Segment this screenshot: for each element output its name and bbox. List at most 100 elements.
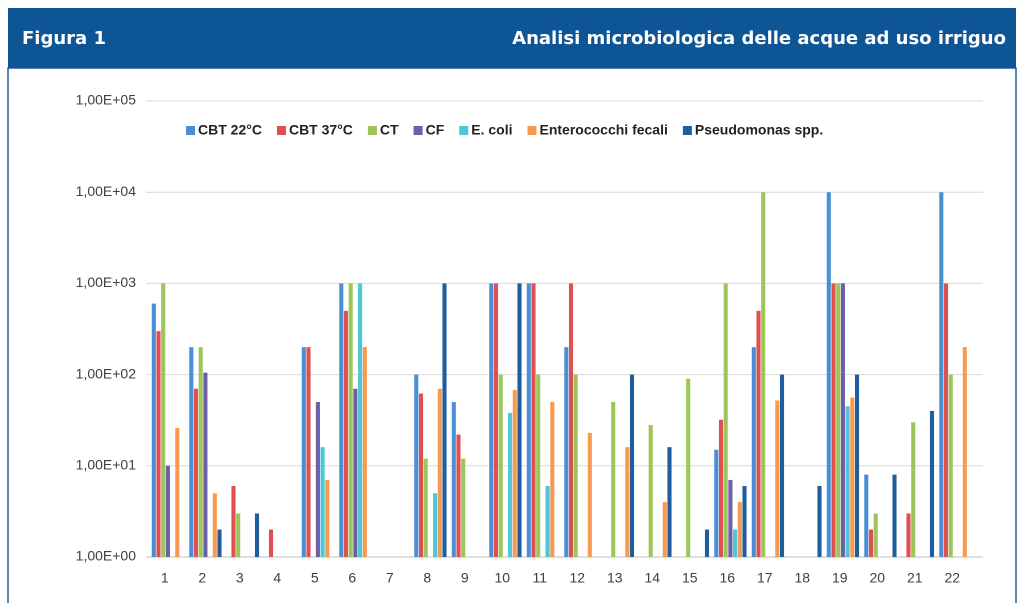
bar — [545, 486, 550, 557]
x-tick-label: 7 — [386, 570, 394, 586]
bar — [418, 393, 424, 557]
x-tick-label: 3 — [236, 570, 244, 586]
bar — [648, 425, 653, 557]
x-tick-label: 5 — [311, 570, 319, 586]
bar — [493, 283, 499, 557]
bar — [836, 283, 841, 557]
x-tick-label: 16 — [719, 570, 735, 586]
legend-label: CBT 37°C — [289, 122, 353, 138]
bar — [353, 388, 358, 557]
x-tick-label: 19 — [832, 570, 848, 586]
bar — [231, 486, 236, 557]
bar — [268, 529, 274, 557]
bar — [451, 402, 456, 557]
bar — [850, 397, 855, 557]
bar — [461, 458, 466, 557]
legend-swatch — [527, 126, 537, 135]
legend-label: E. coli — [471, 122, 512, 138]
bar — [456, 434, 461, 557]
bar — [536, 374, 541, 557]
bar — [165, 465, 170, 557]
bar — [189, 347, 194, 557]
bar — [929, 410, 935, 557]
bar — [198, 347, 203, 557]
legend-swatch — [186, 126, 195, 135]
x-tick-label: 10 — [494, 570, 510, 586]
bar — [573, 374, 578, 557]
bar — [512, 389, 517, 557]
bar — [531, 283, 536, 557]
bar — [212, 493, 217, 557]
bar — [939, 192, 944, 557]
legend-swatch — [413, 126, 423, 135]
bar — [508, 412, 513, 557]
bar — [742, 486, 747, 557]
bar — [751, 347, 756, 557]
bar — [845, 406, 850, 557]
bar — [723, 283, 728, 557]
bar — [840, 283, 845, 557]
x-tick-label: 20 — [869, 570, 885, 586]
x-tick-label: 1 — [161, 570, 169, 586]
bar — [662, 502, 667, 557]
bar — [911, 422, 916, 557]
bar — [733, 529, 738, 557]
bar — [568, 283, 574, 557]
legend-swatch — [276, 126, 286, 135]
bar — [667, 447, 672, 557]
bar — [962, 347, 967, 557]
bar — [873, 513, 878, 557]
y-tick-label: 1,00E+03 — [76, 274, 137, 290]
bar — [433, 493, 438, 557]
figure-title: Analisi microbiologica delle acque ad us… — [512, 28, 1006, 49]
bar — [779, 374, 785, 557]
bar — [629, 374, 635, 557]
y-tick-label: 1,00E+01 — [76, 457, 137, 473]
bar — [761, 192, 766, 557]
bar — [217, 529, 222, 557]
bar — [414, 374, 419, 557]
bar — [737, 502, 742, 557]
y-tick-label: 1,00E+04 — [76, 183, 137, 199]
bar — [489, 283, 494, 557]
bar — [348, 283, 353, 557]
bar — [315, 402, 320, 557]
bar — [728, 479, 733, 557]
bar — [343, 310, 349, 557]
bar — [358, 283, 363, 557]
bar — [151, 303, 156, 557]
bar — [156, 331, 161, 557]
legend-label: Enterococchi fecali — [539, 122, 667, 138]
bar — [498, 374, 503, 557]
legend-swatch — [459, 126, 469, 135]
legend-label: CBT 22°C — [198, 122, 262, 138]
bar — [193, 388, 199, 557]
figure-label: Figura 1 — [22, 28, 106, 49]
legend-label: CF — [426, 122, 445, 138]
x-tick-label: 12 — [569, 570, 585, 586]
bar — [306, 347, 311, 557]
x-tick-label: 18 — [794, 570, 810, 586]
header-bar — [8, 8, 1016, 68]
bar — [203, 372, 208, 557]
y-tick-label: 1,00E+02 — [76, 365, 137, 381]
bar — [423, 458, 428, 557]
bar — [550, 402, 555, 557]
y-tick-label: 1,00E+00 — [76, 548, 137, 564]
bar — [775, 400, 780, 557]
x-tick-label: 21 — [907, 570, 923, 586]
x-tick-label: 11 — [532, 570, 547, 586]
bar — [362, 347, 367, 557]
legend-label: Pseudomonas spp. — [695, 122, 823, 138]
bar — [339, 283, 344, 557]
bar — [325, 479, 330, 557]
bar — [254, 513, 260, 557]
x-tick-label: 8 — [423, 570, 431, 586]
bar — [892, 474, 897, 557]
x-tick-label: 4 — [273, 570, 281, 586]
bar — [611, 402, 616, 557]
bar — [948, 374, 953, 557]
bar — [854, 374, 860, 557]
legend-swatch — [682, 126, 692, 135]
